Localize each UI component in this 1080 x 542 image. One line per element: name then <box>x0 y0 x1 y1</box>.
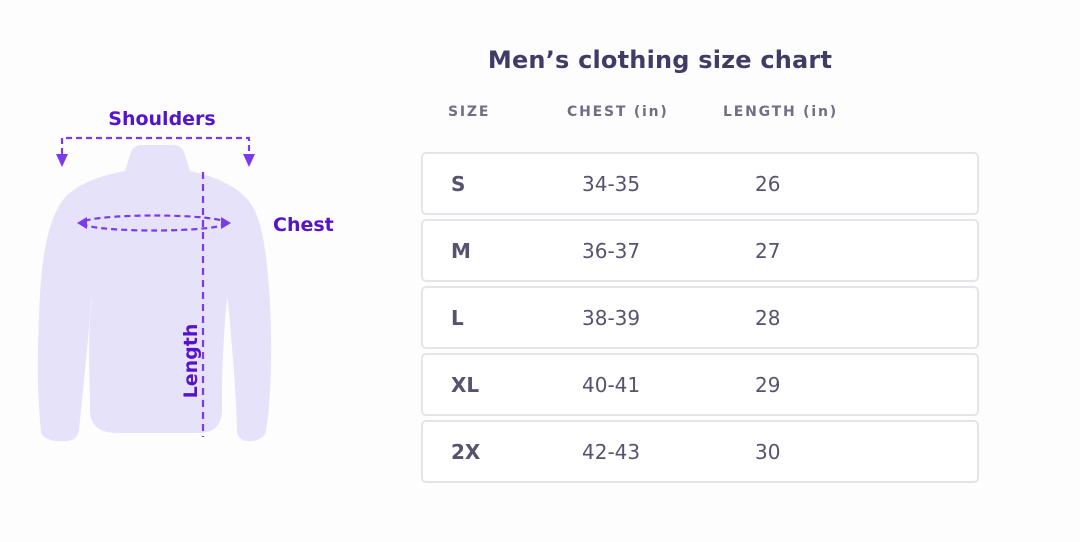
shoulders-label: Shoulders <box>108 108 215 130</box>
chest-cell: 38-39 <box>582 305 641 330</box>
size-table-header: SIZE CHEST (in) LENGTH (in) <box>421 104 979 126</box>
length-cell: 27 <box>755 238 781 263</box>
length-cell: 28 <box>755 305 781 330</box>
table-row: XL 40-41 29 <box>421 353 979 416</box>
length-cell: 26 <box>755 171 781 196</box>
length-label: Length <box>180 324 202 399</box>
chest-cell: 42-43 <box>582 439 641 464</box>
size-cell: XL <box>451 372 480 397</box>
length-cell: 29 <box>755 372 781 397</box>
shoulders-measure-line <box>56 136 255 167</box>
column-header-size: SIZE <box>448 104 491 120</box>
chest-cell: 36-37 <box>582 238 641 263</box>
size-cell: S <box>451 171 466 196</box>
table-row: L 38-39 28 <box>421 286 979 349</box>
length-cell: 30 <box>755 439 781 464</box>
shirt-silhouette <box>37 145 272 442</box>
chest-cell: 34-35 <box>582 171 641 196</box>
shirt-measurement-diagram: Shoulders Chest Length <box>37 108 334 442</box>
column-header-chest: CHEST (in) <box>567 104 669 120</box>
chest-label: Chest <box>273 214 334 236</box>
table-row: S 34-35 26 <box>421 152 979 215</box>
column-header-length: LENGTH (in) <box>723 104 838 120</box>
size-table: S 34-35 26 M 36-37 27 L 38-39 28 XL 40-4… <box>421 152 979 487</box>
page-title: Men’s clothing size chart <box>487 46 833 74</box>
chest-measure-ellipse <box>77 214 231 232</box>
table-row: M 36-37 27 <box>421 219 979 282</box>
table-row: 2X 42-43 30 <box>421 420 979 483</box>
chest-cell: 40-41 <box>582 372 641 397</box>
size-cell: 2X <box>451 439 481 464</box>
size-cell: M <box>451 238 471 263</box>
size-cell: L <box>451 305 464 330</box>
